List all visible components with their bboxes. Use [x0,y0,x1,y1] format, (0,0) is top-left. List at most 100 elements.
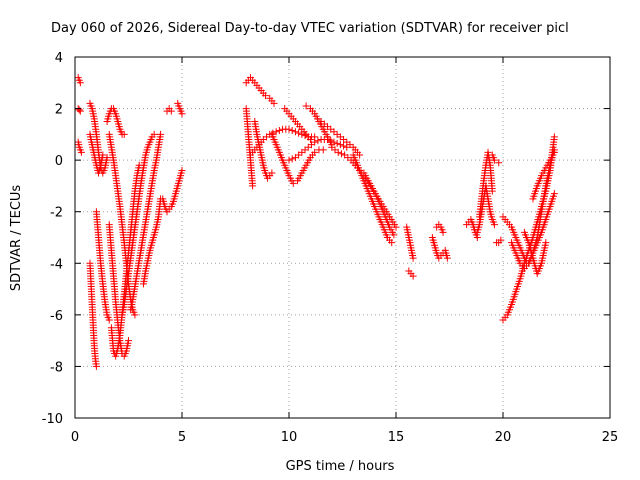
data-point [542,239,550,247]
data-point [272,128,280,136]
data-point [75,106,83,114]
data-point [275,126,283,134]
data-series [74,74,558,370]
data-point [311,148,319,156]
y-tick-label: 4 [55,51,63,66]
series-trace-23 [281,105,314,144]
data-point [356,151,364,159]
series-trace-30 [403,223,417,262]
data-point [288,155,296,163]
series-trace-33 [433,221,447,236]
data-point [495,159,503,167]
x-tick-label: 0 [71,430,79,445]
data-point [261,92,269,100]
series-trace-12 [118,130,158,319]
data-point [76,79,84,87]
data-point [409,254,417,262]
y-tick-label: -8 [50,360,63,375]
series-trace-18 [242,74,278,107]
series-trace-03 [74,138,85,156]
data-point [289,179,297,187]
data-point [178,166,186,174]
y-axis-label: SDTVAR / TECUs [9,185,24,292]
data-point [150,130,158,138]
x-tick-label: 15 [388,430,405,445]
x-tick-label: 25 [602,430,619,445]
data-point [324,136,332,144]
data-point [302,102,310,110]
data-point [285,125,293,133]
data-point [270,99,278,107]
series-trace-38 [493,236,505,247]
series-trace-14 [139,195,165,288]
chart-title: Day 060 of 2026, Sidereal Day-to-day VTE… [51,21,569,36]
series-trace-29 [360,169,398,239]
series-trace-19 [242,105,257,190]
data-point [306,136,314,144]
data-point [311,138,319,146]
data-point [291,128,299,136]
data-point [439,228,447,236]
data-point [120,130,128,138]
series-trace-32 [428,234,451,262]
data-point [285,156,293,164]
data-point [301,132,309,140]
data-point [334,148,342,156]
y-tick-label: 0 [55,154,63,169]
series-trace-06 [86,259,100,370]
series-trace-31 [405,267,417,280]
data-point [336,141,344,149]
data-point [77,148,85,156]
series-trace-07 [92,208,113,324]
data-point [131,311,139,319]
data-point [497,236,505,244]
series-trace-15 [159,166,186,216]
series-trace-16 [163,105,175,115]
data-point [157,130,165,138]
series-trace-01 [74,74,84,87]
series-trace-22 [268,130,327,187]
data-point [490,156,498,164]
x-tick-label: 5 [178,430,186,445]
data-point [327,137,335,145]
series-trace-42 [520,228,550,278]
x-tick-label: 10 [281,430,298,445]
data-point [92,362,100,370]
data-point [319,146,327,154]
series-trace-43 [529,148,558,203]
series-trace-05 [86,130,107,177]
series-trace-08 [103,105,128,138]
data-point [288,126,296,134]
series-trace-37 [488,151,503,167]
series-trace-28 [349,151,396,247]
data-point [178,110,186,118]
data-point [268,169,276,177]
y-tick-label: -10 [42,412,63,427]
series-trace-13 [127,130,165,314]
data-point [105,316,113,324]
data-point [409,272,417,280]
y-tick-label: -6 [50,309,63,324]
axis-ticks: 0 5 10 15 20 25 -10 -8 -6 -4 -2 0 2 4 [42,51,619,445]
data-point [330,138,338,146]
data-point [490,221,498,229]
series-trace-17 [174,99,186,118]
data-point [125,337,132,345]
series-trace-20 [251,117,276,182]
data-point [443,254,451,262]
data-point [314,137,322,145]
data-point [333,139,341,147]
x-tick-label: 20 [495,430,512,445]
y-tick-label: -2 [50,206,63,221]
plot-frame [74,56,611,419]
series-trace-26 [317,117,364,159]
data-point [249,182,257,190]
x-axis-label: GPS time / hours [286,459,395,474]
data-point [392,223,400,231]
data-point [550,190,558,198]
data-point [337,150,345,158]
data-point [167,107,175,115]
data-point [550,133,558,141]
data-point [550,148,558,156]
